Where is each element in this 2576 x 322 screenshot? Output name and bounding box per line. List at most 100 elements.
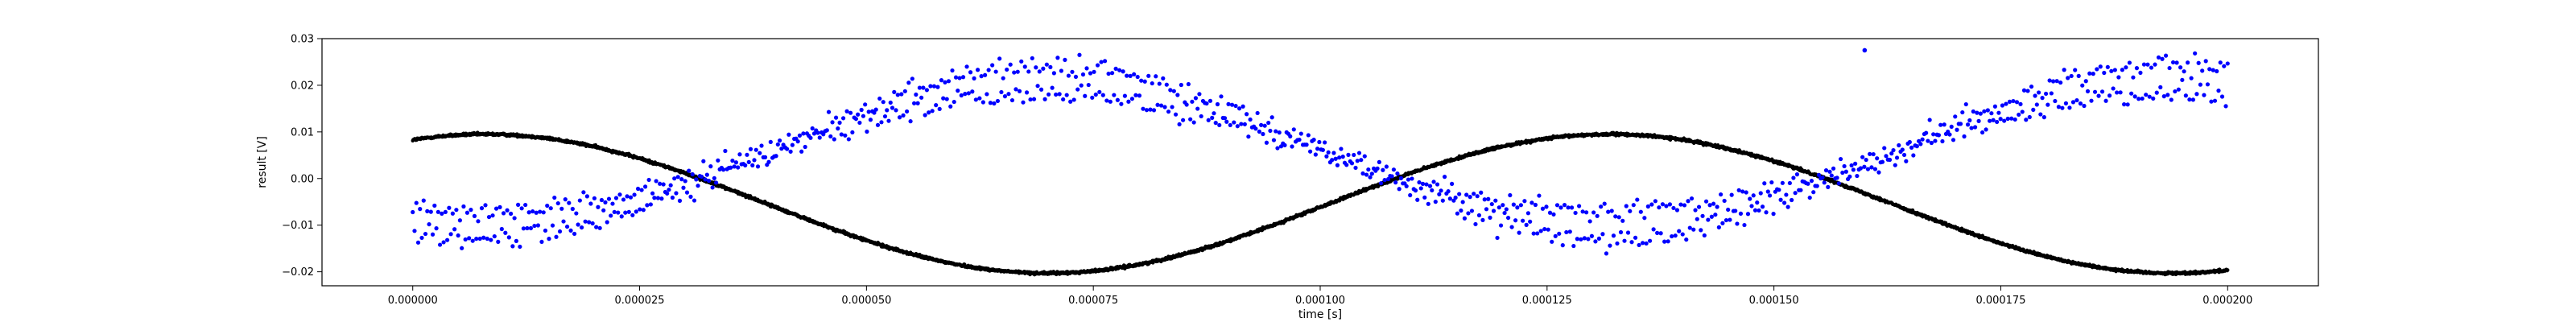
data-point: [1233, 103, 1238, 109]
data-point: [675, 175, 680, 180]
data-point: [2167, 65, 2172, 71]
data-point: [881, 100, 886, 105]
data-point: [2041, 115, 2046, 120]
data-point: [1975, 110, 1979, 115]
data-point: [1985, 108, 1990, 113]
data-point: [469, 208, 473, 213]
data-point: [1904, 159, 1909, 163]
data-point: [1851, 167, 1856, 172]
data-point: [1533, 202, 1538, 208]
data-point: [1188, 117, 1193, 122]
data-point: [1075, 87, 1080, 92]
data-point: [1427, 184, 1433, 188]
data-point: [2043, 91, 2049, 97]
data-point: [568, 228, 573, 233]
data-point: [1758, 191, 1763, 196]
data-point: [1700, 213, 1705, 218]
data-point: [1450, 181, 1455, 186]
data-point: [915, 101, 920, 105]
data-point: [1161, 76, 1166, 80]
data-point: [485, 236, 489, 242]
data-point: [592, 196, 597, 200]
data-point: [547, 237, 551, 242]
data-point: [632, 192, 637, 197]
data-point: [1155, 102, 1160, 107]
data-point: [1133, 93, 1138, 97]
data-point: [2085, 89, 2091, 93]
data-point: [2132, 94, 2137, 99]
data-point: [1580, 209, 1585, 214]
data-point: [1215, 101, 1220, 107]
data-point: [830, 120, 835, 125]
data-point: [1620, 218, 1625, 223]
data-point: [1418, 186, 1423, 191]
data-point: [941, 96, 946, 101]
data-point: [1696, 204, 1702, 209]
data-point: [512, 216, 517, 221]
data-point: [2196, 60, 2201, 65]
data-point: [1482, 197, 1487, 202]
data-point: [2069, 73, 2074, 79]
data-point: [1920, 137, 1925, 142]
data-point: [1729, 192, 1734, 197]
data-point: [865, 129, 869, 134]
data-point: [1835, 175, 1839, 180]
data-point: [995, 98, 1001, 104]
data-point: [1489, 201, 1494, 207]
data-point: [1882, 146, 1887, 151]
data-point: [2125, 102, 2130, 107]
data-point: [437, 242, 443, 247]
data-point: [1406, 177, 1411, 182]
data-point: [990, 63, 995, 68]
data-point: [1397, 187, 1402, 192]
data-point: [1030, 56, 1034, 60]
data-point: [1102, 59, 1108, 64]
data-point: [1426, 201, 1430, 206]
data-point: [2149, 65, 2154, 70]
data-point: [1689, 196, 1695, 201]
data-point: [1355, 159, 1360, 163]
data-point: [892, 89, 897, 94]
data-point: [928, 84, 933, 89]
data-point: [1404, 184, 1409, 188]
data-point: [1460, 200, 1465, 204]
data-point: [688, 194, 693, 199]
data-point: [1644, 241, 1649, 246]
data-point: [590, 221, 595, 226]
data-point: [2102, 70, 2107, 76]
data-point: [1170, 105, 1174, 109]
data-point: [1584, 210, 1589, 215]
data-point: [1682, 203, 1687, 208]
data-point: [1271, 138, 1277, 142]
data-point: [691, 198, 697, 203]
data-point: [1491, 208, 1496, 213]
data-point: [658, 181, 663, 186]
data-point: [1241, 104, 1245, 109]
data-point: [1141, 106, 1146, 111]
data-point: [1511, 202, 1516, 207]
data-point: [1722, 198, 1727, 204]
data-point: [2189, 76, 2194, 80]
data-point: [521, 226, 526, 231]
data-point: [1008, 62, 1013, 67]
data-point: [1622, 238, 1627, 243]
data-point: [597, 225, 602, 230]
data-point: [2070, 100, 2076, 105]
data-point: [736, 165, 741, 170]
data-point: [758, 151, 762, 155]
data-point: [1061, 97, 1066, 102]
data-point: [1713, 213, 1718, 217]
data-point: [2156, 55, 2161, 60]
data-point: [2129, 91, 2134, 96]
data-point: [1989, 111, 1994, 116]
data-point: [1274, 129, 1278, 134]
data-point: [1707, 203, 1712, 208]
data-point: [1942, 122, 1946, 127]
data-point: [1035, 84, 1040, 89]
data-point: [2186, 60, 2190, 65]
data-point: [2145, 62, 2150, 67]
data-point: [1255, 110, 1260, 116]
data-point: [2193, 51, 2198, 56]
data-point: [486, 214, 492, 220]
data-point: [523, 202, 528, 208]
